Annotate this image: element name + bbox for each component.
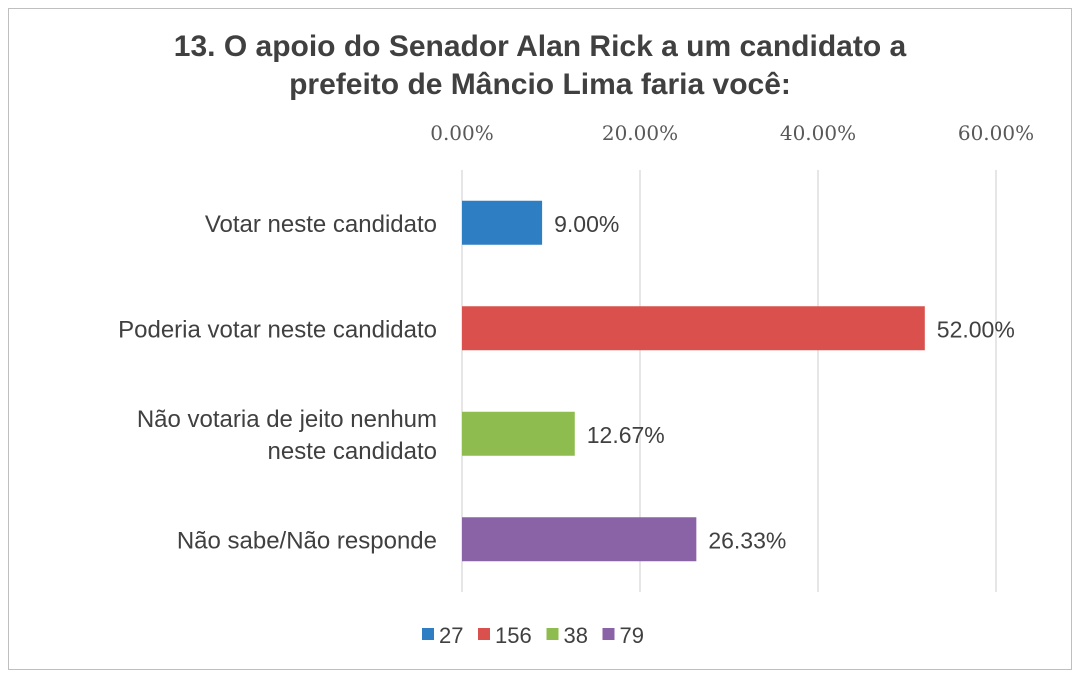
bar — [462, 306, 925, 351]
bar — [462, 517, 697, 562]
legend-swatch — [422, 628, 434, 640]
legend-label: 38 — [564, 623, 588, 648]
x-tick-label: 40.00% — [780, 121, 856, 145]
legend-label: 156 — [495, 623, 532, 648]
category-label: Não sabe/Não responde — [177, 527, 437, 554]
legend-label: 27 — [439, 623, 463, 648]
bar — [462, 411, 575, 456]
x-tick-label: 60.00% — [958, 121, 1034, 145]
title-line: 13. O apoio do Senador Alan Rick a um ca… — [173, 30, 907, 63]
data-label: 52.00% — [937, 316, 1015, 342]
legend-label: 79 — [620, 623, 644, 648]
data-label: 9.00% — [554, 211, 619, 237]
title-line: prefeito de Mâncio Lima faria você: — [289, 68, 791, 101]
legend-swatch — [546, 628, 559, 640]
x-tick-label: 0.00% — [430, 121, 494, 145]
data-label: 12.67% — [587, 422, 665, 448]
chart-title: 13. O apoio do Senador Alan Rick a um ca… — [0, 28, 1080, 104]
category-label: Votar neste candidato — [205, 211, 437, 238]
chart-frame — [8, 8, 1072, 670]
legend-swatch — [602, 628, 615, 640]
bar — [462, 200, 543, 245]
legend-swatch — [478, 628, 490, 640]
category-label: Não votaria de jeito nenhum — [137, 406, 437, 433]
data-label: 26.33% — [708, 527, 786, 553]
x-tick-label: 20.00% — [602, 121, 678, 145]
category-label: Poderia votar neste candidato — [118, 316, 437, 343]
category-label: neste candidato — [268, 438, 437, 465]
